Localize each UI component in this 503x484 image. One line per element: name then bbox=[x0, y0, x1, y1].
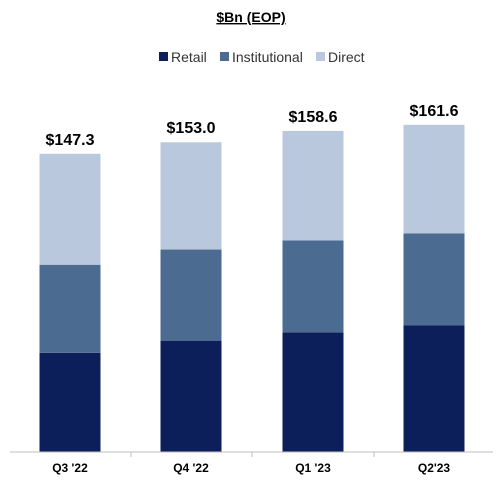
total-label-q3-22: $147.3 bbox=[46, 132, 95, 149]
chart-title: $Bn (EOP) bbox=[216, 9, 285, 25]
bar-direct-q2-23 bbox=[403, 124, 465, 234]
legend-label-institutional: Institutional bbox=[232, 49, 303, 65]
x-tick-label-q3-22: Q3 '22 bbox=[52, 461, 88, 475]
x-axis: Q3 '22 Q4 '22 Q1 '23 Q2'23 bbox=[52, 452, 450, 475]
total-labels: $147.3 $153.0 $158.6 $161.6 bbox=[46, 103, 459, 149]
x-tick-label-q2-23: Q2'23 bbox=[418, 461, 451, 475]
bar-retail-q3-22 bbox=[39, 352, 101, 452]
bar-institutional-q1-23 bbox=[282, 240, 344, 333]
bar-direct-q1-23 bbox=[282, 130, 344, 241]
bar-retail-q1-23 bbox=[282, 332, 344, 452]
bars bbox=[39, 124, 465, 452]
bar-institutional-q4-22 bbox=[160, 249, 222, 341]
x-tick-label-q4-22: Q4 '22 bbox=[173, 461, 209, 475]
bar-retail-q4-22 bbox=[160, 340, 222, 452]
bar-institutional-q3-22 bbox=[39, 264, 101, 353]
x-tick-label-q1-23: Q1 '23 bbox=[295, 461, 331, 475]
legend: Retail Institutional Direct bbox=[159, 49, 365, 65]
legend-swatch-institutional bbox=[220, 52, 229, 61]
total-label-q1-23: $158.6 bbox=[289, 109, 338, 126]
bar-institutional-q2-23 bbox=[403, 233, 465, 326]
bar-direct-q4-22 bbox=[160, 142, 222, 250]
legend-swatch-retail bbox=[159, 52, 168, 61]
bar-direct-q3-22 bbox=[39, 153, 101, 265]
legend-label-retail: Retail bbox=[171, 49, 207, 65]
legend-label-direct: Direct bbox=[328, 49, 365, 65]
bar-retail-q2-23 bbox=[403, 325, 465, 452]
total-label-q2-23: $161.6 bbox=[410, 103, 459, 120]
legend-swatch-direct bbox=[316, 52, 325, 61]
total-label-q4-22: $153.0 bbox=[167, 120, 216, 137]
